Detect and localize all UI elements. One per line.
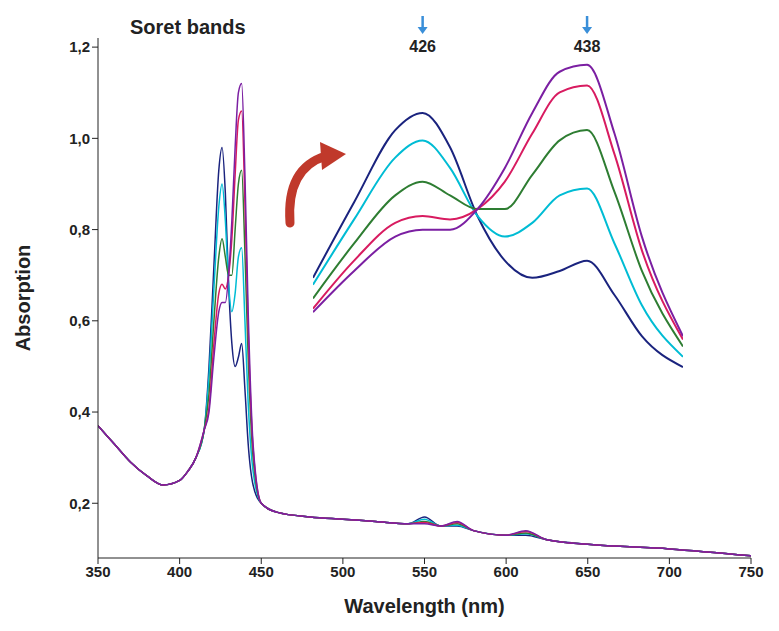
svg-text:0,4: 0,4 <box>69 403 91 420</box>
svg-text:Wavelength (nm): Wavelength (nm) <box>344 595 504 617</box>
svg-text:0,6: 0,6 <box>69 312 90 329</box>
svg-text:350: 350 <box>85 563 110 580</box>
svg-text:750: 750 <box>738 563 763 580</box>
svg-text:0,2: 0,2 <box>69 495 90 512</box>
svg-text:600: 600 <box>494 563 519 580</box>
svg-text:426: 426 <box>409 38 436 55</box>
svg-text:0,8: 0,8 <box>69 221 90 238</box>
svg-text:1,0: 1,0 <box>69 130 90 147</box>
svg-text:700: 700 <box>657 563 682 580</box>
svg-text:500: 500 <box>330 563 355 580</box>
svg-text:Absorption: Absorption <box>12 245 34 352</box>
svg-text:400: 400 <box>167 563 192 580</box>
svg-text:650: 650 <box>575 563 600 580</box>
svg-text:438: 438 <box>574 38 601 55</box>
svg-text:1,2: 1,2 <box>69 38 90 55</box>
svg-text:550: 550 <box>412 563 437 580</box>
svg-text:450: 450 <box>249 563 274 580</box>
html-text:Soret bands: Soret bands <box>130 16 246 38</box>
